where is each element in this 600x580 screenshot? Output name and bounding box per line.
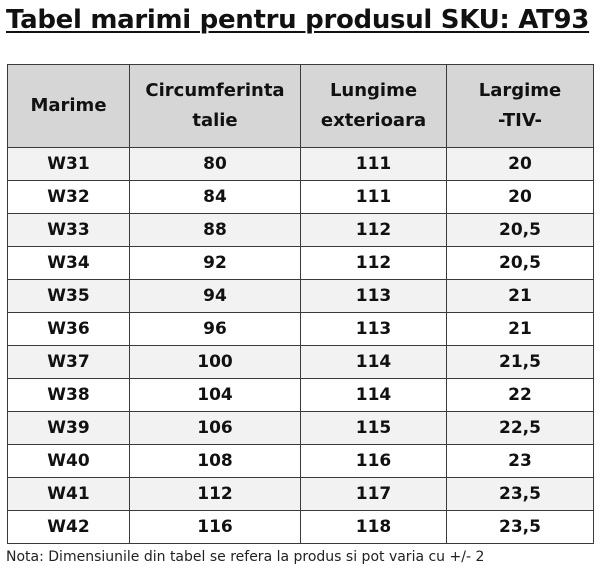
cell-waist: 84 xyxy=(129,180,301,214)
cell-length: 114 xyxy=(300,378,447,412)
header-length-line2: exterioara xyxy=(320,110,427,131)
cell-waist: 108 xyxy=(129,444,301,478)
table-row: W36 96 113 21 xyxy=(7,312,594,346)
header-waist: Circumferinta talie xyxy=(129,64,301,148)
cell-width: 20,5 xyxy=(446,246,594,280)
footnote-cutoff: cm xyxy=(228,572,248,575)
cell-length: 112 xyxy=(300,213,447,247)
header-length-line1: Lungime xyxy=(329,80,418,101)
table-row: W38 104 114 22 xyxy=(7,378,594,412)
table-row: W41 112 117 23,5 xyxy=(7,477,594,511)
cell-size: W40 xyxy=(7,444,130,478)
cell-waist: 100 xyxy=(129,345,301,379)
cell-waist: 116 xyxy=(129,510,301,544)
cell-waist: 106 xyxy=(129,411,301,445)
cell-size: W37 xyxy=(7,345,130,379)
cell-size: W32 xyxy=(7,180,130,214)
cell-length: 118 xyxy=(300,510,447,544)
cell-width: 21,5 xyxy=(446,345,594,379)
cell-waist: 92 xyxy=(129,246,301,280)
header-size-label: Marime xyxy=(30,95,107,116)
cell-size: W41 xyxy=(7,477,130,511)
table-row: W42 116 118 23,5 xyxy=(7,510,594,544)
cell-size: W33 xyxy=(7,213,130,247)
cell-width: 22,5 xyxy=(446,411,594,445)
header-width-line1: Largime xyxy=(478,80,562,101)
cell-length: 115 xyxy=(300,411,447,445)
cell-size: W36 xyxy=(7,312,130,346)
cell-size: W42 xyxy=(7,510,130,544)
table-row: W37 100 114 21,5 xyxy=(7,345,594,379)
table-header-row: Marime Circumferinta talie Lungime exter… xyxy=(7,64,594,148)
cell-width: 21 xyxy=(446,279,594,313)
header-waist-line2: talie xyxy=(192,110,238,131)
cell-length: 111 xyxy=(300,147,447,181)
header-waist-line1: Circumferinta xyxy=(145,80,285,101)
table-row: W32 84 111 20 xyxy=(7,180,594,214)
cell-length: 113 xyxy=(300,279,447,313)
cell-waist: 104 xyxy=(129,378,301,412)
header-hem-width: Largime -TIV- xyxy=(446,64,594,148)
cell-width: 23,5 xyxy=(446,510,594,544)
cell-size: W38 xyxy=(7,378,130,412)
cell-length: 117 xyxy=(300,477,447,511)
cell-size: W34 xyxy=(7,246,130,280)
size-table: Marime Circumferinta talie Lungime exter… xyxy=(7,64,594,544)
cell-width: 23 xyxy=(446,444,594,478)
cell-waist: 88 xyxy=(129,213,301,247)
cell-width: 23,5 xyxy=(446,477,594,511)
page-title: Tabel marimi pentru produsul SKU: AT93 xyxy=(6,5,590,35)
table-row: W35 94 113 21 xyxy=(7,279,594,313)
cell-width: 20 xyxy=(446,147,594,181)
cell-length: 112 xyxy=(300,246,447,280)
cell-size: W31 xyxy=(7,147,130,181)
cell-waist: 112 xyxy=(129,477,301,511)
cell-width: 21 xyxy=(446,312,594,346)
cell-width: 20,5 xyxy=(446,213,594,247)
table-row: W40 108 116 23 xyxy=(7,444,594,478)
cell-length: 114 xyxy=(300,345,447,379)
cell-width: 22 xyxy=(446,378,594,412)
cell-size: W39 xyxy=(7,411,130,445)
cell-waist: 80 xyxy=(129,147,301,181)
table-row: W39 106 115 22,5 xyxy=(7,411,594,445)
cell-length: 116 xyxy=(300,444,447,478)
header-outer-length: Lungime exterioara xyxy=(300,64,447,148)
table-row: W34 92 112 20,5 xyxy=(7,246,594,280)
cell-width: 20 xyxy=(446,180,594,214)
table-row: W31 80 111 20 xyxy=(7,147,594,181)
cell-size: W35 xyxy=(7,279,130,313)
header-width-line2: -TIV- xyxy=(498,110,542,131)
header-size: Marime xyxy=(7,64,130,148)
cell-waist: 94 xyxy=(129,279,301,313)
table-row: W33 88 112 20,5 xyxy=(7,213,594,247)
cell-waist: 96 xyxy=(129,312,301,346)
cell-length: 113 xyxy=(300,312,447,346)
footnote: Nota: Dimensiunile din tabel se refera l… xyxy=(6,549,485,565)
cell-length: 111 xyxy=(300,180,447,214)
table-body: W31 80 111 20 W32 84 111 20 W33 88 112 20,5 W34 92 112… xyxy=(7,147,594,544)
